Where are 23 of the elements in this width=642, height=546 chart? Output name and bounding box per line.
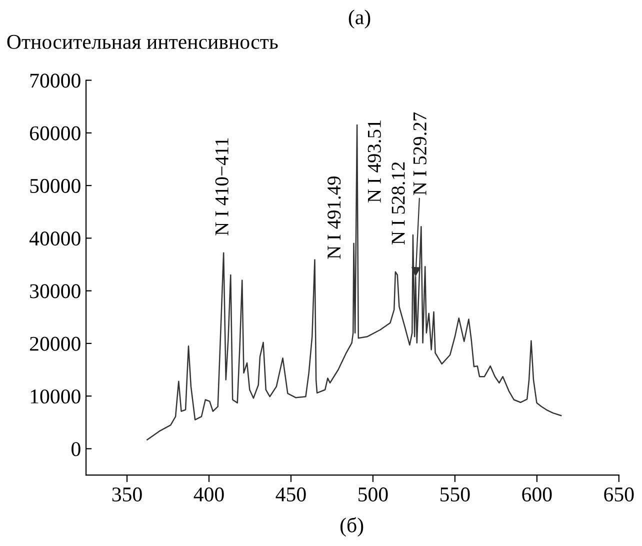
y-tick-label: 0 [72,442,80,456]
annotation: N I 529.27 [413,112,427,196]
x-tick-label: 500 [358,487,388,502]
y-tick-label: 10000 [30,389,80,404]
chart-title: (a) [348,10,370,29]
y-tick-label: 60000 [30,126,80,140]
y-tick-label: 70000 [30,74,80,88]
x-tick-label: 600 [522,487,552,502]
y-tick-label: 30000 [30,284,80,298]
x-tick-label: 550 [440,487,470,502]
y-tick-label: 20000 [30,336,80,351]
x-tick-label: 450 [276,487,306,502]
x-tick-label: 350 [112,487,142,502]
x-tick-label: 400 [194,487,224,502]
y-tick-label: 40000 [29,232,80,246]
y-tick-label: 50000 [30,178,80,193]
y-axis-title: Относительная интенсивность [7,34,278,49]
annotation: N I 493.51 [368,120,381,202]
annotation: N I 491.49 [328,176,341,259]
annotation: N I 410−411 [215,138,228,236]
annotation: N I 528.12 [392,162,405,244]
x-axis-title: (б) [340,517,364,537]
x-tick-label: 650 [604,487,634,502]
